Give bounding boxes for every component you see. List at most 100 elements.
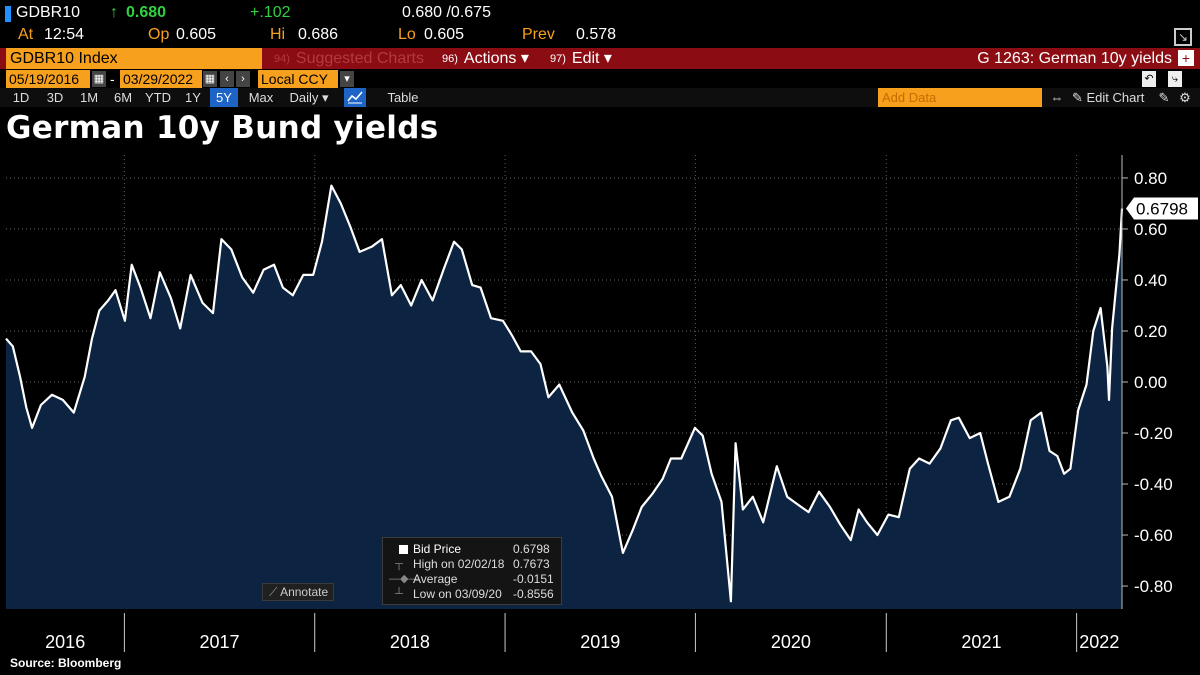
prev-label: Prev xyxy=(522,26,555,43)
legend-label: Average xyxy=(413,572,458,586)
last-value-marker: 0.6798 xyxy=(1126,197,1198,220)
next-period-icon[interactable]: › xyxy=(236,71,250,87)
y-tick-label: -0.40 xyxy=(1134,475,1173,494)
y-tick-label: 0.80 xyxy=(1134,169,1167,188)
edit-chart-button[interactable]: ✎ Edit Chart xyxy=(1072,88,1152,107)
command-bar: GDBR10 Index 94) Suggested Charts 96) Acti… xyxy=(0,48,1200,69)
legend-label: Bid Price xyxy=(413,542,462,556)
edit-settings-icon[interactable]: ✎ xyxy=(1158,90,1170,105)
legend-value: -0.0151 xyxy=(513,572,554,586)
high-icon: ┬ xyxy=(389,558,403,570)
open-value: 0.605 xyxy=(176,26,217,43)
y-tick-label: 0.60 xyxy=(1134,220,1167,239)
prev-period-icon[interactable]: ‹ xyxy=(220,71,234,87)
open-label: Op xyxy=(148,26,170,43)
x-tick-label: 2021 xyxy=(961,632,1001,652)
x-tick-label: 2018 xyxy=(390,632,430,652)
x-axis: 2016 2017 2018 2019 2020 2021 2022 xyxy=(45,613,1119,652)
bid-ask: 0.680 /0.675 xyxy=(402,4,491,21)
at-label: At xyxy=(18,26,34,43)
redo-icon[interactable]: ⤷ xyxy=(1168,71,1182,87)
legend-value: 0.6798 xyxy=(513,542,550,556)
range-6m[interactable]: 6M xyxy=(113,90,133,105)
edit-number: 97) xyxy=(550,53,566,65)
add-data-field[interactable]: Add Data xyxy=(878,88,1042,107)
source-note: Source: Bloomberg xyxy=(10,656,122,670)
range-bar: 1D 3D 1M 6M YTD 1Y 5Y Max Daily ▾ Table … xyxy=(0,88,1200,107)
x-tick-label: 2019 xyxy=(580,632,620,652)
undo-icon[interactable]: ↶ xyxy=(1142,71,1156,87)
add-icon[interactable]: + xyxy=(1178,50,1194,66)
low-value: 0.605 xyxy=(424,26,465,43)
table-button[interactable]: Table xyxy=(387,90,419,105)
last-value-label: 0.6798 xyxy=(1136,200,1188,219)
date-separator: - xyxy=(110,70,120,88)
suggested-charts-number: 94) xyxy=(274,53,290,65)
date-bar: 05/19/2016 ▦ - 03/29/2022 ▦ ‹ › Local CC… xyxy=(0,70,1200,88)
currency-dropdown-icon[interactable]: ▾ xyxy=(340,71,354,87)
chart-area: 0.80 0.60 0.40 0.20 0.00 -0.20 -0.40 -0.60 -0.80… xyxy=(5,155,1198,652)
y-tick-label: -0.20 xyxy=(1134,424,1173,443)
suggested-charts-label: Suggested Charts xyxy=(295,50,424,67)
gear-icon[interactable]: ⚙ xyxy=(1179,90,1191,105)
pencil-icon: ✎ xyxy=(1072,90,1087,105)
start-date-field[interactable]: 05/19/2016 xyxy=(6,70,90,88)
legend-box[interactable]: Bid Price 0.6798 ┬ High on 02/02/18 0.76… xyxy=(382,537,562,605)
edit-chart-label: Edit Chart xyxy=(1086,90,1145,105)
last-price: 0.680 xyxy=(126,4,167,21)
legend-row-average: —◆— Average -0.0151 xyxy=(387,572,559,587)
quote-time: 12:54 xyxy=(44,26,85,43)
y-tick-label: -0.80 xyxy=(1134,577,1173,596)
up-arrow-icon: ↑ xyxy=(110,4,118,21)
range-1m[interactable]: 1M xyxy=(79,90,99,105)
ticker[interactable]: GDBR10 xyxy=(16,4,81,21)
actions-label: Actions ▾ xyxy=(463,50,529,67)
currency-select[interactable]: Local CCY xyxy=(258,70,338,88)
frequency-select[interactable]: Daily ▾ xyxy=(289,90,329,105)
high-label: Hi xyxy=(270,26,286,43)
annotate-label: Annotate xyxy=(280,585,329,599)
prev-value: 0.578 xyxy=(576,26,617,43)
annotate-button[interactable]: ⟋ Annotate xyxy=(262,583,334,601)
y-tick-label: 0.40 xyxy=(1134,271,1167,290)
x-tick-label: 2016 xyxy=(45,632,85,652)
range-max[interactable]: Max xyxy=(248,90,274,105)
last-value-tag xyxy=(1126,197,1198,220)
average-icon: —◆— xyxy=(389,573,420,585)
range-1y[interactable]: 1Y xyxy=(185,90,201,105)
chart-id: G 1263: German 10y yields xyxy=(977,50,1172,67)
actions-button[interactable]: 96) Actions ▾ xyxy=(440,48,529,69)
edit-button[interactable]: 97) Edit ▾ xyxy=(548,48,612,69)
net-change: +.102 xyxy=(250,4,291,21)
x-tick-label: 2020 xyxy=(771,632,811,652)
y-tick-label: -0.60 xyxy=(1134,526,1173,545)
x-tick-label: 2022 xyxy=(1079,632,1119,652)
line-chart-icon[interactable] xyxy=(344,88,366,107)
popout-icon[interactable]: ↘ xyxy=(1174,28,1192,46)
series-line xyxy=(5,184,1124,603)
security-field[interactable]: GDBR10 Index xyxy=(6,48,262,69)
chart-title: German 10y Bund yields xyxy=(6,110,439,146)
y-tick-label: 0.00 xyxy=(1134,373,1167,392)
range-3d[interactable]: 3D xyxy=(46,90,64,105)
quote-row-2: At 12:54 Op 0.605 Hi 0.686 Lo 0.605 Prev… xyxy=(0,24,1200,46)
actions-number: 96) xyxy=(442,53,458,65)
x-tick-label: 2017 xyxy=(200,632,240,652)
range-1d[interactable]: 1D xyxy=(12,90,30,105)
edit-label: Edit ▾ xyxy=(571,50,612,67)
end-calendar-icon[interactable]: ▦ xyxy=(203,71,217,87)
legend-value: -0.8556 xyxy=(513,587,554,601)
range-5y[interactable]: 5Y xyxy=(210,88,238,107)
low-label: Lo xyxy=(398,26,416,43)
quote-row-1: GDBR10 ↑ 0.680 +.102 0.680 /0.675 xyxy=(0,2,1200,24)
high-value: 0.686 xyxy=(298,26,339,43)
low-icon: ┴ xyxy=(389,588,403,600)
range-ytd[interactable]: YTD xyxy=(145,90,171,105)
start-calendar-icon[interactable]: ▦ xyxy=(92,71,106,87)
legend-row-bid: Bid Price 0.6798 xyxy=(387,542,559,557)
legend-row-high: ┬ High on 02/02/18 0.7673 xyxy=(387,557,559,572)
square-icon xyxy=(389,542,409,559)
suggested-charts-button[interactable]: 94) Suggested Charts xyxy=(272,48,424,69)
end-date-field[interactable]: 03/29/2022 xyxy=(120,70,202,88)
pan-icon[interactable]: ⇔ xyxy=(1050,90,1064,105)
